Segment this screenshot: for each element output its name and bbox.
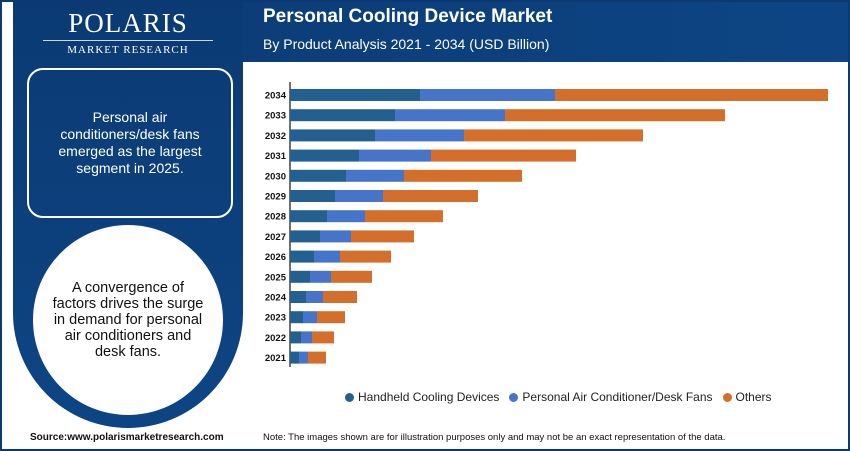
bar-segment-personal-ac (301, 331, 312, 344)
insight-text: A convergence of factors drives the surg… (52, 280, 204, 360)
y-tick-label: 2028 (265, 212, 286, 223)
y-tick-label: 2034 (265, 91, 287, 102)
legend-label: Personal Air Conditioner/Desk Fans (522, 390, 713, 404)
bar-segment-others (505, 109, 725, 122)
bar-segment-others (317, 311, 345, 324)
y-tick-label: 2024 (265, 293, 287, 304)
bar-segment-handheld (290, 129, 375, 142)
bar-segment-handheld (290, 89, 420, 101)
bar-segment-handheld (290, 169, 346, 182)
bar-segment-others (312, 331, 334, 344)
y-tick-label: 2025 (265, 272, 287, 283)
bar-segment-others (383, 190, 478, 202)
y-tick-label: 2021 (265, 353, 287, 364)
legend-swatch (722, 392, 732, 402)
legend-swatch (509, 392, 519, 402)
bar-segment-handheld (290, 190, 335, 202)
bar-segment-others (331, 270, 372, 283)
y-tick-label: 2026 (265, 252, 286, 263)
legend-label: Others (735, 390, 772, 404)
bar-segment-handheld (290, 149, 359, 162)
legend-item: Handheld Cooling Devices (345, 390, 499, 404)
highlight-box: Personal air conditioners/desk fans emer… (27, 68, 233, 218)
polaris-logo: POLARIS MARKET RESEARCH (13, 8, 243, 56)
bar-segment-personal-ac (335, 190, 383, 202)
y-tick-label: 2029 (265, 192, 286, 203)
y-tick-label: 2027 (265, 232, 286, 243)
bar-segment-handheld (290, 270, 310, 283)
legend-label: Handheld Cooling Devices (358, 390, 500, 404)
bar-segment-handheld (290, 109, 395, 122)
bar-segment-handheld (290, 291, 306, 303)
y-tick-label: 2031 (265, 151, 287, 162)
bar-segment-personal-ac (346, 169, 404, 182)
bar-segment-handheld (290, 331, 301, 344)
chart-legend: Handheld Cooling Devices Personal Air Con… (345, 390, 772, 404)
bar-segment-personal-ac (327, 210, 365, 223)
logo-divider (43, 40, 213, 41)
bar-segment-personal-ac (310, 270, 331, 283)
bar-segment-handheld (290, 210, 327, 223)
legend-item: Personal Air Conditioner/Desk Fans (509, 390, 713, 404)
bar-segment-handheld (290, 351, 299, 364)
disclaimer-note: Note: The images shown are for illustrat… (263, 432, 726, 443)
bar-segment-personal-ac (375, 129, 464, 142)
bar-segment-personal-ac (359, 149, 431, 162)
bar-segment-others (340, 250, 391, 263)
bar-segment-handheld (290, 311, 303, 324)
legend-item: Others (722, 390, 772, 404)
y-tick-label: 2033 (265, 111, 286, 122)
bar-segment-others (351, 230, 414, 243)
highlight-text: Personal air conditioners/desk fans emer… (58, 109, 202, 176)
insight-circle: A convergence of factors drives the surg… (33, 225, 223, 415)
bar-segment-others (323, 291, 357, 303)
bar-segment-others (404, 169, 522, 182)
y-tick-label: 2023 (265, 313, 286, 324)
bar-segment-personal-ac (420, 89, 555, 101)
bar-segment-others (431, 149, 576, 162)
stacked-bar-chart: 2034 2033 2032 2031 2030 2029 2028 2027 2026 2025… (265, 82, 828, 367)
bar-segment-others (365, 210, 443, 223)
y-tick-label: 2032 (265, 131, 286, 142)
bar-segment-personal-ac (299, 351, 308, 364)
bar-segment-others (464, 129, 643, 142)
bar-segment-personal-ac (395, 109, 505, 122)
bar-segment-personal-ac (303, 311, 317, 324)
bar-segment-personal-ac (314, 250, 340, 263)
bar-segment-personal-ac (320, 230, 351, 243)
y-tick-label: 2022 (265, 333, 286, 344)
bar-segment-handheld (290, 230, 320, 243)
source-text: Source:www.polarismarketresearch.com (30, 432, 224, 443)
y-tick-label: 2030 (265, 171, 286, 182)
page-title: Personal Cooling Device Market (263, 6, 553, 27)
bar-segment-others (555, 89, 828, 101)
page-subtitle: By Product Analysis 2021 - 2034 (USD Bil… (263, 36, 550, 52)
logo-name: POLARIS (68, 8, 188, 38)
logo-tagline: MARKET RESEARCH (67, 44, 189, 56)
bar-segment-personal-ac (306, 291, 323, 303)
bar-segment-others (308, 351, 326, 364)
bar-segment-handheld (290, 250, 314, 263)
legend-swatch (345, 392, 354, 402)
